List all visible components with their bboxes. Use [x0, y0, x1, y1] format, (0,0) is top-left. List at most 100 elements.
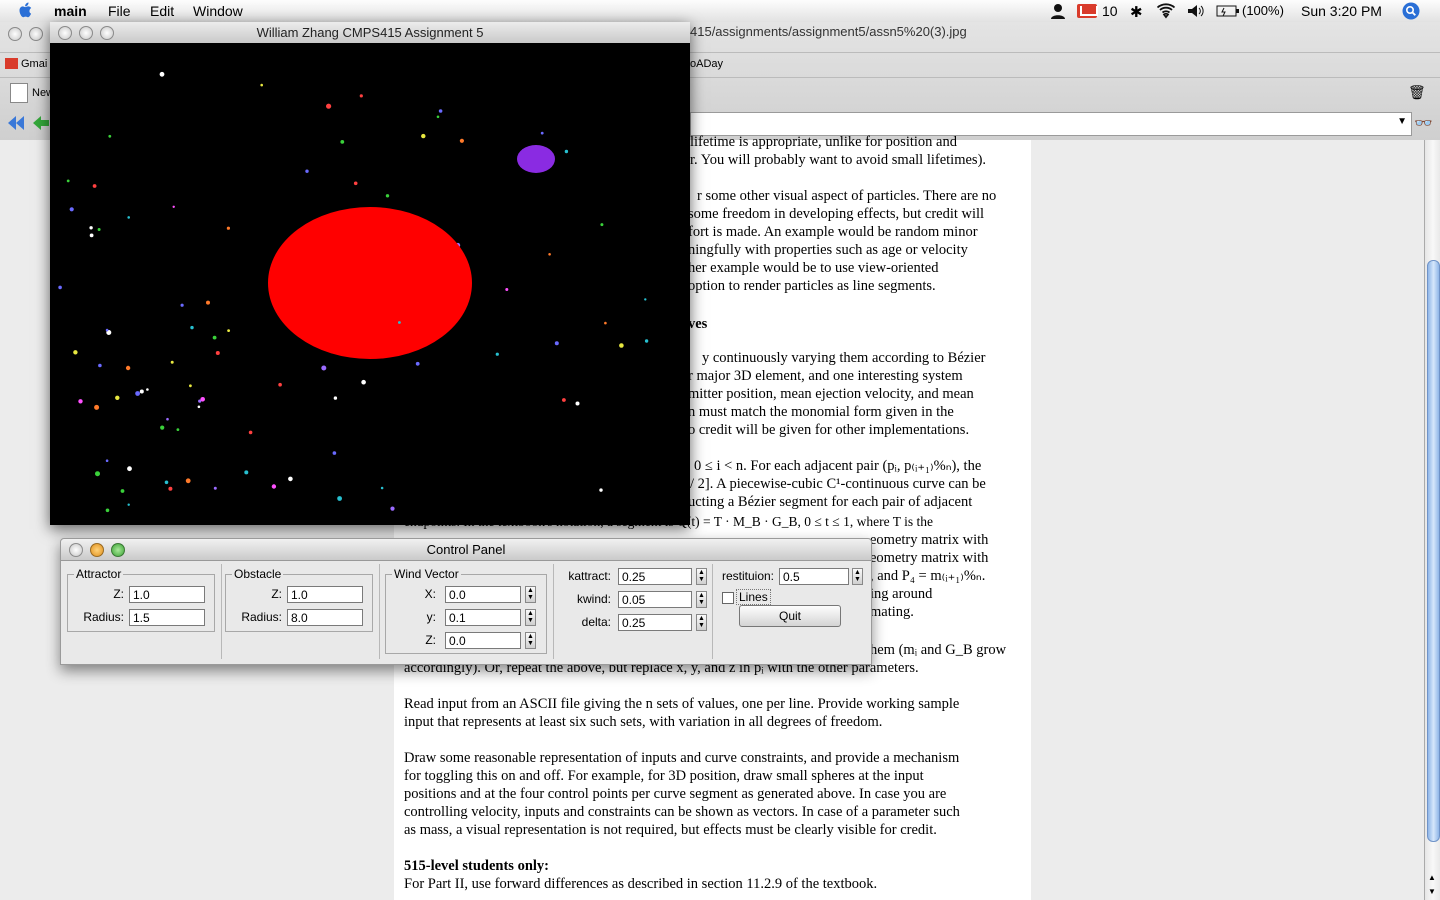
back-arrow-icon[interactable]: [31, 114, 51, 132]
particle: [200, 397, 205, 402]
bookmark-gmail[interactable]: Gmai: [21, 58, 48, 70]
gl-minimize-button[interactable]: [79, 26, 93, 40]
wind-y-stepper[interactable]: ▲ ▼: [525, 609, 536, 626]
wind-y-input[interactable]: [445, 609, 521, 626]
browser-minimize-button[interactable]: [29, 27, 43, 41]
particle: [164, 480, 169, 485]
particle: [564, 149, 569, 154]
control-panel-titlebar[interactable]: Control Panel: [61, 539, 871, 561]
doc-line: eometry matrix with: [870, 532, 989, 548]
wind-z-stepper[interactable]: ▲ ▼: [525, 632, 536, 649]
restitution-stepper[interactable]: ▲ ▼: [852, 568, 863, 585]
particle: [189, 384, 192, 388]
app-menu-main[interactable]: main: [54, 3, 87, 19]
gmail-icon[interactable]: [1077, 4, 1098, 18]
doc-line: r. You will probably want to avoid small…: [690, 152, 987, 168]
lines-checkbox[interactable]: [722, 592, 734, 604]
mail-count: 10: [1102, 3, 1118, 19]
bookmark-oaday[interactable]: oADay: [690, 58, 724, 70]
particle: [554, 341, 559, 346]
new-document-icon[interactable]: [10, 83, 28, 103]
vertical-scrollbar[interactable]: ▲ ▼: [1424, 140, 1440, 900]
gl-zoom-button[interactable]: [100, 26, 114, 40]
kwind-input[interactable]: [618, 591, 692, 608]
kwind-label: kwind:: [576, 592, 611, 606]
particle: [459, 138, 464, 143]
particle: [206, 300, 210, 305]
volume-icon[interactable]: [1186, 3, 1206, 19]
clock[interactable]: Sun 3:20 PM: [1301, 3, 1382, 19]
wind-x-label: X:: [424, 587, 436, 601]
doc-line: / 2]. A piecewise-cubic C¹-continuous cu…: [690, 476, 986, 492]
particle: [98, 363, 102, 368]
particle: [226, 226, 230, 230]
attractor-radius-input[interactable]: [129, 609, 205, 626]
divider: [553, 564, 554, 659]
scrollbar-thumb[interactable]: [1427, 260, 1440, 842]
binoculars-icon[interactable]: 👓: [1414, 115, 1433, 132]
obstacle-z-input[interactable]: [287, 586, 363, 603]
navigation-bar: ▼ 👓: [0, 108, 1440, 139]
scroll-up-arrow-icon[interactable]: ▲: [1428, 873, 1436, 882]
wind-x-stepper[interactable]: ▲ ▼: [525, 586, 536, 603]
particle: [575, 401, 580, 406]
attractor-z-input[interactable]: [129, 586, 205, 603]
kwind-stepper[interactable]: ▲ ▼: [696, 591, 707, 608]
gl-close-button[interactable]: [58, 26, 72, 40]
kattract-stepper[interactable]: ▲ ▼: [696, 568, 707, 585]
opengl-window: William Zhang CMPS415 Assignment 5: [50, 22, 690, 525]
doc-line: option to render particles as line segme…: [688, 278, 936, 294]
lines-checkbox-label[interactable]: Lines: [736, 589, 771, 605]
particle: [644, 298, 647, 301]
particle: [125, 365, 131, 371]
opengl-window-title: William Zhang CMPS415 Assignment 5: [256, 25, 484, 40]
particle: [135, 391, 140, 396]
rewind-icon[interactable]: [6, 114, 26, 132]
delta-stepper[interactable]: ▲ ▼: [696, 614, 707, 631]
menu-edit[interactable]: Edit: [150, 3, 175, 19]
delta-input[interactable]: [618, 614, 692, 631]
particle: [599, 488, 603, 492]
address-field[interactable]: ▼: [690, 112, 1412, 136]
obstacle-radius-input[interactable]: [287, 609, 363, 626]
doc-heading: ves: [688, 316, 708, 332]
particle: [139, 389, 144, 394]
apple-menu-icon[interactable]: [18, 2, 34, 19]
cp-minimize-button[interactable]: [90, 543, 104, 557]
bookmark-new[interactable]: New: [32, 87, 55, 99]
divider: [379, 564, 380, 659]
dropdown-arrow-icon[interactable]: ▼: [1397, 116, 1407, 127]
user-icon[interactable]: [1050, 3, 1066, 19]
obstacle-sphere: [268, 207, 472, 359]
browser-close-button[interactable]: [8, 27, 22, 41]
particle: [248, 430, 253, 435]
wind-y-label: y:: [426, 610, 436, 624]
battery-icon[interactable]: [1216, 4, 1240, 18]
cp-zoom-button[interactable]: [111, 543, 125, 557]
particle: [115, 395, 120, 400]
wifi-icon[interactable]: [1156, 3, 1176, 19]
cp-close-button[interactable]: [69, 543, 83, 557]
quit-button[interactable]: Quit: [739, 605, 841, 627]
particle: [89, 226, 93, 230]
kattract-input[interactable]: [618, 568, 692, 585]
particle: [562, 398, 566, 402]
wind-vector-group: Wind Vector X: ▲▼ y: ▲▼ Z: ▲▼: [385, 567, 547, 654]
opengl-window-titlebar[interactable]: William Zhang CMPS415 Assignment 5: [50, 22, 690, 44]
particle: [398, 321, 401, 324]
doc-line: ningfully with properties such as age or…: [688, 242, 968, 258]
particle: [288, 476, 293, 482]
wind-x-input[interactable]: [445, 586, 521, 603]
wind-z-input[interactable]: [445, 632, 521, 649]
bluetooth-icon[interactable]: ✱: [1130, 4, 1143, 21]
scroll-down-arrow-icon[interactable]: ▼: [1428, 887, 1436, 896]
restitution-input[interactable]: [779, 568, 849, 585]
menu-file[interactable]: File: [108, 3, 131, 19]
spotlight-search-icon[interactable]: [1402, 2, 1420, 20]
menu-window[interactable]: Window: [193, 3, 243, 19]
particle: [105, 328, 109, 332]
doc-line: Draw some reasonable representation of i…: [404, 750, 960, 766]
trash-icon[interactable]: 🗑: [1408, 84, 1426, 100]
particle-canvas[interactable]: [50, 43, 690, 525]
particle: [600, 223, 604, 227]
